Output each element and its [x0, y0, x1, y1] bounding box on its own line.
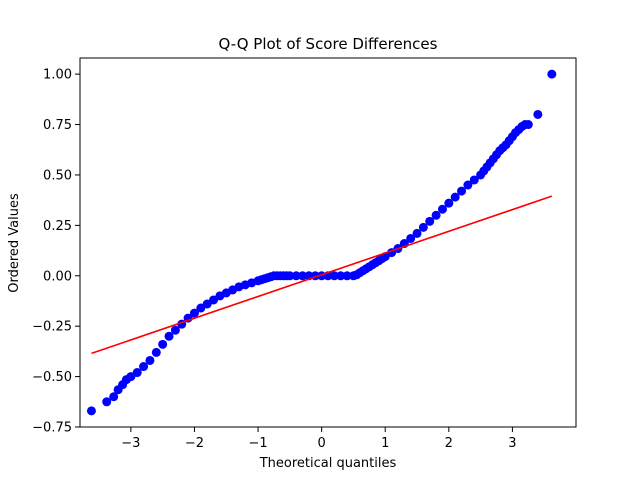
- data-point: [132, 368, 142, 378]
- data-point: [457, 186, 467, 196]
- data-point: [431, 210, 441, 220]
- y-tick-label: 0.00: [43, 269, 72, 284]
- data-point: [444, 198, 454, 208]
- y-axis-title: Ordered Values: [7, 193, 22, 293]
- data-point: [151, 347, 161, 357]
- data-point: [291, 271, 301, 281]
- x-tick-label: 1: [381, 436, 389, 451]
- y-tick-label: 0.75: [43, 118, 72, 133]
- data-point: [164, 331, 174, 341]
- data-point: [158, 339, 168, 349]
- data-point: [285, 271, 295, 281]
- y-axis-ticks: −0.75 −0.50 −0.25 0.00 0.25 0.50 0.75 1.00: [32, 68, 80, 436]
- data-point: [298, 271, 308, 281]
- y-tick-label: −0.25: [32, 320, 72, 335]
- data-point: [418, 222, 428, 232]
- data-point: [469, 175, 479, 185]
- data-point: [102, 397, 112, 407]
- data-point: [170, 325, 180, 335]
- data-point: [342, 271, 352, 281]
- x-tick-label: 3: [508, 436, 516, 451]
- data-point: [523, 120, 533, 130]
- x-tick-label: 2: [445, 436, 453, 451]
- fit-line: [91, 195, 553, 355]
- data-point: [406, 233, 416, 243]
- y-tick-label: 0.50: [43, 168, 72, 183]
- data-point: [533, 109, 543, 119]
- y-tick-label: 1.00: [43, 68, 72, 83]
- data-point: [139, 362, 149, 372]
- x-tick-label: 0: [318, 436, 326, 451]
- x-tick-label: −1: [248, 436, 267, 451]
- data-point: [329, 271, 339, 281]
- data-point: [450, 192, 460, 202]
- y-tick-label: 0.25: [43, 219, 72, 234]
- y-tick-label: −0.50: [32, 370, 72, 385]
- data-point: [547, 69, 557, 79]
- data-point: [437, 204, 447, 214]
- data-point: [109, 392, 119, 402]
- data-point: [336, 271, 346, 281]
- x-tick-label: −2: [185, 436, 204, 451]
- y-tick-label: −0.75: [32, 421, 72, 436]
- data-point: [425, 216, 435, 226]
- data-point: [412, 228, 422, 238]
- data-point: [145, 355, 155, 365]
- plot-area: [79, 57, 577, 428]
- data-point: [463, 180, 473, 190]
- x-tick-label: −3: [121, 436, 140, 451]
- data-point: [86, 406, 96, 416]
- axes-frame: [79, 57, 577, 428]
- x-axis-title: Theoretical quantiles: [259, 456, 397, 471]
- x-axis-ticks: −3 −2 −1 0 1 2 3: [121, 427, 517, 451]
- data-point: [189, 308, 199, 318]
- chart-title: Q-Q Plot of Score Differences: [219, 35, 438, 53]
